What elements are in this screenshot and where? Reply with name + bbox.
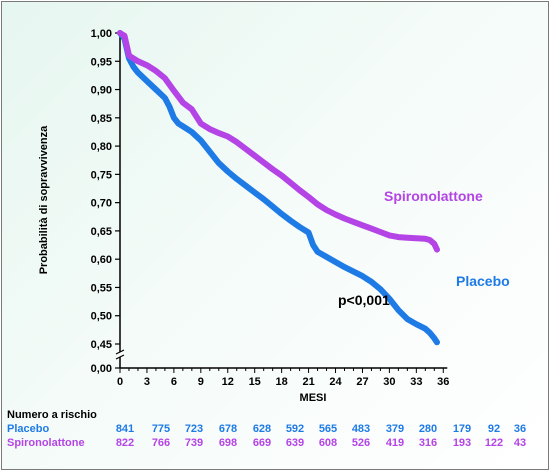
risk-cell-spironolattone: 669 [253, 437, 271, 449]
y-tick-label: 0,60 [91, 254, 112, 266]
risk-cell-spironolattone: 766 [152, 437, 170, 449]
risk-cell-placebo: 775 [152, 423, 170, 435]
y-tick-label: 0,80 [91, 141, 112, 153]
series-label-placebo: Placebo [456, 273, 510, 289]
risk-cell-placebo: 92 [488, 423, 500, 435]
chart-labels: Probabilità di sopravvivenza MESI p<0,00… [38, 125, 510, 404]
x-tick-label: 33 [410, 376, 422, 388]
x-tick-label: 27 [356, 376, 368, 388]
y-tick-label: 0,85 [91, 113, 112, 125]
risk-cell-placebo: 723 [185, 423, 203, 435]
risk-cell-placebo: 379 [386, 423, 404, 435]
axis-ticks: 0,00 0,45 0,50 0,55 0,60 0,65 0,70 0,75 0,80 0,85… [91, 28, 450, 388]
x-axis-label: MESI [300, 392, 327, 404]
y-tick-label: 0,70 [91, 198, 112, 210]
risk-row-label-spironolattone: Spironolattone [7, 437, 85, 449]
risk-cell-placebo: 179 [453, 423, 471, 435]
risk-cell-placebo: 592 [286, 423, 304, 435]
series-line-placebo [117, 30, 440, 346]
y-tick-label: 0,90 [91, 85, 112, 97]
risk-cell-placebo: 628 [253, 423, 271, 435]
axis-break-mark [115, 349, 125, 355]
risk-cell-spironolattone: 822 [116, 437, 134, 449]
series-line-spironolattone [117, 30, 440, 253]
risk-cell-placebo: 678 [219, 423, 237, 435]
risk-cell-spironolattone: 739 [185, 437, 203, 449]
x-tick-label: 0 [117, 376, 123, 388]
x-tick-label: 3 [144, 376, 150, 388]
risk-cell-spironolattone: 526 [352, 437, 370, 449]
risk-cell-spironolattone: 639 [286, 437, 304, 449]
y-tick-label: 0,45 [91, 339, 112, 351]
risk-cell-spironolattone: 419 [386, 437, 404, 449]
risk-cell-placebo: 841 [116, 423, 134, 435]
series-label-spironolattone: Spironolattone [384, 188, 483, 204]
x-tick-label: 21 [302, 376, 314, 388]
y-tick-label: 0,00 [91, 363, 112, 375]
x-tick-label: 24 [329, 376, 342, 388]
x-tick-label: 12 [222, 376, 234, 388]
chart-axes [115, 31, 448, 369]
risk-table: Numero a rischio Placebo Spironolattone … [7, 409, 526, 449]
y-axis-label: Probabilità di sopravvivenza [38, 125, 50, 274]
y-tick-label: 0,50 [91, 311, 112, 323]
risk-cell-spironolattone: 698 [219, 437, 237, 449]
risk-cell-spironolattone: 608 [319, 437, 337, 449]
survival-curves [117, 30, 440, 346]
y-tick-label: 1,00 [91, 28, 112, 40]
risk-cell-spironolattone: 122 [485, 437, 503, 449]
y-tick-label: 0,65 [91, 226, 112, 238]
risk-cell-placebo: 565 [319, 423, 337, 435]
y-tick-label: 0,55 [91, 282, 112, 294]
risk-cell-placebo: 483 [352, 423, 370, 435]
x-tick-label: 15 [249, 376, 261, 388]
y-tick-label: 0,95 [91, 56, 112, 68]
risk-cell-spironolattone: 193 [453, 437, 471, 449]
x-tick-label: 9 [198, 376, 204, 388]
risk-table-title: Numero a rischio [7, 409, 97, 421]
risk-cell-placebo: 280 [419, 423, 437, 435]
risk-cell-spironolattone: 316 [419, 437, 437, 449]
risk-row-label-placebo: Placebo [7, 423, 49, 435]
axis-break-mark [115, 354, 125, 360]
risk-cell-placebo: 36 [514, 423, 526, 435]
risk-cell-spironolattone: 43 [514, 437, 526, 449]
p-value-annotation: p<0,001 [338, 292, 390, 308]
x-tick-label: 18 [276, 376, 288, 388]
x-tick-label: 36 [437, 376, 449, 388]
x-tick-label: 30 [383, 376, 395, 388]
x-tick-label: 6 [171, 376, 177, 388]
y-tick-label: 0,75 [91, 169, 112, 181]
